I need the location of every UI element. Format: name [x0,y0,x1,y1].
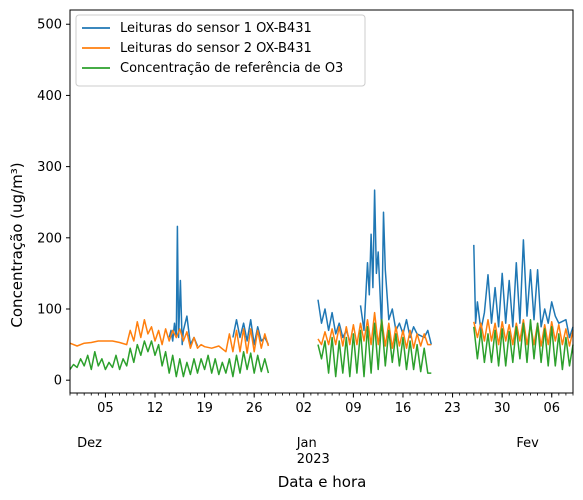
x-tick-label-2023-01-16: 16 [395,401,412,416]
x-tick-label-2023-01-02: 02 [296,401,313,416]
series-1-line-segment-5 [473,239,574,339]
x-tick-label-2022-12-26: 26 [246,401,263,416]
y-tick-label-100: 100 [37,302,62,317]
x-tick-label-2022-12-12: 12 [147,401,164,416]
x-tick-label-2023-02-06: 06 [543,401,560,416]
x-tick-label-2022-12-19: 19 [196,401,213,416]
legend-label-1: Leituras do sensor 1 OX-B431 [120,21,312,36]
series-3-line-segment-2 [317,318,432,378]
x-axis-label: Data e hora [278,473,367,491]
series-2-line-segment-3 [473,318,574,347]
x-tick-label-2022-12-05: 05 [97,401,114,416]
x-month-label-Dez: Dez [77,436,102,451]
x-month-label-Fev: Fev [516,436,539,451]
series-3-line-segment-3 [473,318,574,371]
y-tick-label-500: 500 [37,18,62,33]
y-tick-label-200: 200 [37,231,62,246]
x-month-label-Jan: Jan [296,436,317,451]
plot-frame [69,9,574,394]
legend-label-3: Concentração de referência de O3 [120,61,343,76]
series-1-line-segment-1 [168,225,199,347]
series-1-line-segment-4 [359,189,433,345]
x-year-label: 2023 [297,452,330,467]
y-tick-label-0: 0 [54,374,62,389]
y-axis-label: Concentração (ug/m³) [8,162,26,327]
axes-layer: 0 100 200 300 400 500 05 12 19 26 02 09 16 23 30 06 Dez J… [37,9,574,467]
y-tick-label-300: 300 [37,160,62,175]
legend: Leituras do sensor 1 OX-B431 Leituras do … [75,14,366,87]
x-tick-label-2023-01-23: 23 [444,401,461,416]
legend-label-2: Leituras do sensor 2 OX-B431 [120,41,312,56]
series-2-line-segment-1 [69,318,270,354]
legend-box [75,14,366,87]
series-3-line-segment-1 [69,340,270,378]
series-1-line-segment-2 [232,318,270,346]
series-2-line-segment-2 [317,311,432,349]
x-tick-label-2023-01-30: 30 [494,401,511,416]
x-tick-label-2023-01-09: 09 [345,401,362,416]
series-layer [69,189,574,378]
y-tick-label-400: 400 [37,89,62,104]
